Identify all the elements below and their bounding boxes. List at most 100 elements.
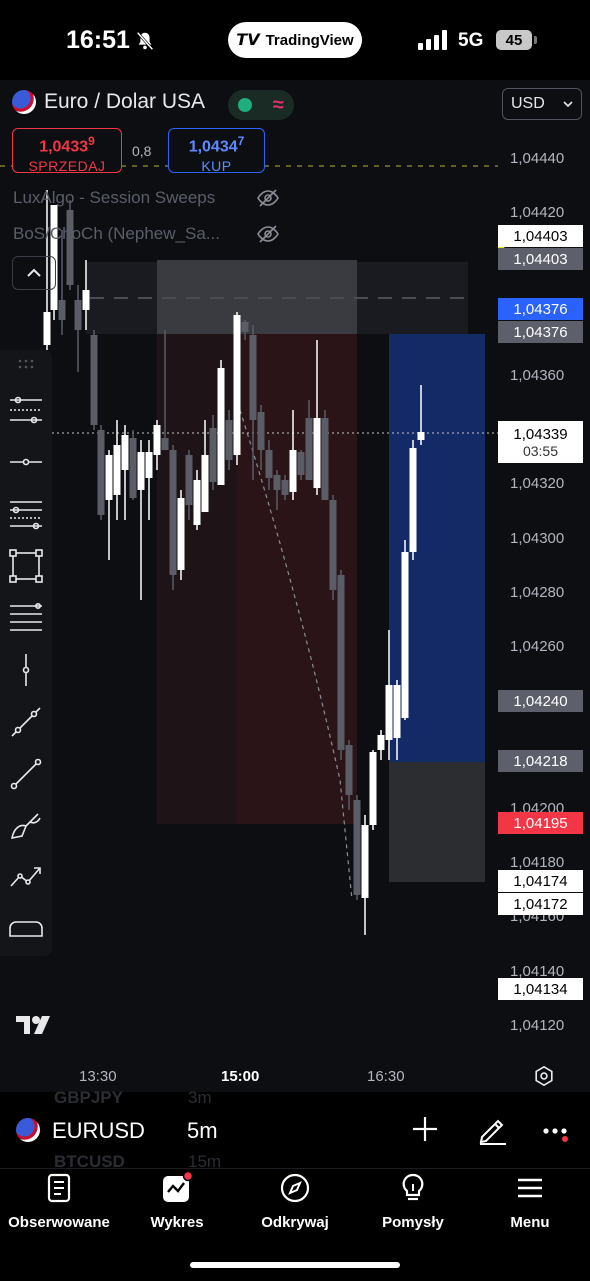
price-tag: 1,04174	[498, 870, 583, 892]
buy-stop-zone	[389, 762, 485, 882]
ray-icon[interactable]	[8, 704, 44, 740]
price-tag: 1,04403	[498, 225, 583, 247]
tradingview-pill[interactable]: 𝙏𝙑 TradingView	[228, 22, 362, 58]
candle-body	[169, 450, 177, 575]
candle-body	[177, 498, 185, 570]
time-label: 15:00	[221, 1068, 260, 1085]
price-tag: 1,04403	[498, 248, 583, 270]
candle-body	[289, 450, 297, 492]
nav-menu[interactable]: Menu	[494, 1172, 566, 1231]
eye-hidden-icon[interactable]	[256, 186, 280, 210]
collapse-legend-button[interactable]	[12, 256, 56, 290]
market-open-dot-icon	[238, 98, 253, 112]
candle-body	[401, 552, 409, 718]
vertical-line-icon[interactable]	[8, 652, 44, 688]
cell-signal-icon	[418, 30, 447, 50]
candle-body	[137, 452, 145, 490]
price-chart[interactable]	[0, 80, 590, 1092]
app-pill-label: TradingView	[265, 31, 354, 49]
price-label: 1,04420	[510, 204, 565, 221]
nav-discover[interactable]: Odkrywaj	[250, 1172, 340, 1231]
indicator-bos-choch[interactable]: BoS/ChoCh (Nephew_Sa...	[13, 224, 220, 243]
drag-handle-icon[interactable]	[8, 356, 44, 372]
candle-body	[369, 752, 377, 825]
price-label: 1,04360	[510, 367, 565, 384]
symbol-header[interactable]: Euro / Dolar USA	[12, 90, 205, 114]
candle-body	[305, 418, 313, 480]
candle-body	[209, 428, 217, 482]
candle-body	[321, 418, 329, 500]
wave-icon: ≈	[272, 94, 284, 116]
network-type: 5G	[458, 30, 484, 51]
price-tag: 1,04172	[498, 893, 583, 915]
home-indicator	[190, 1262, 400, 1268]
interval-selector[interactable]: 5m	[187, 1118, 218, 1143]
nav-ideas[interactable]: Pomysły	[372, 1172, 454, 1231]
candle-body	[113, 445, 121, 495]
symbol-selector[interactable]: EURUSD	[52, 1118, 145, 1143]
indicator-session-sweeps[interactable]: LuxAlgo - Session Sweeps	[13, 188, 216, 207]
candle-body	[353, 800, 361, 895]
price-label: 1,04260	[510, 638, 565, 655]
price-tag-red: 1,04195	[498, 812, 583, 834]
sell-label: SPRZEDAJ	[28, 158, 106, 175]
brush-icon[interactable]	[8, 808, 44, 844]
time-label: 16:30	[367, 1068, 405, 1085]
candle-body	[265, 450, 273, 478]
parallel-channel-icon[interactable]	[8, 600, 44, 636]
nav-label: Menu	[510, 1214, 550, 1231]
sell-zone-right	[237, 334, 357, 824]
price-label: 1,04300	[510, 530, 565, 547]
candle-body	[201, 455, 209, 512]
candle-body	[409, 448, 417, 552]
next-symbol[interactable]: BTCUSD	[54, 1152, 125, 1171]
prev-symbol[interactable]: GBPJPY	[54, 1088, 123, 1107]
drawing-pen-icon[interactable]	[476, 1113, 508, 1145]
trend-line-icon[interactable]	[8, 756, 44, 792]
bell-muted-icon	[136, 31, 154, 51]
price-tag: 1,04376	[498, 321, 583, 343]
buy-price-pip: 7	[237, 134, 245, 148]
chart-settings-icon[interactable]	[533, 1065, 555, 1087]
price-tag: 1,04218	[498, 750, 583, 772]
prev-interval[interactable]: 3m	[188, 1088, 212, 1107]
drawing-toolbar	[0, 350, 52, 956]
candle-body	[257, 412, 265, 450]
currency-select[interactable]: USD	[502, 88, 582, 120]
nav-chart[interactable]: Wykres	[136, 1170, 218, 1231]
eye-hidden-icon[interactable]	[256, 222, 280, 246]
price-label: 1,04280	[510, 584, 565, 601]
sell-button[interactable]: 1,04339 SPRZEDAJ	[12, 128, 122, 175]
candle-body	[313, 418, 321, 488]
horizontal-line-icon[interactable]	[8, 444, 44, 480]
candle-body	[66, 210, 74, 285]
nav-watchlist[interactable]: Obserwowane	[6, 1172, 112, 1231]
candle-body	[185, 455, 193, 505]
add-icon[interactable]	[410, 1114, 440, 1144]
more-options-icon[interactable]	[542, 1122, 572, 1142]
candle-body	[345, 745, 353, 795]
next-interval[interactable]: 15m	[188, 1152, 222, 1171]
eu-us-flag-icon	[16, 1118, 40, 1142]
chart-area[interactable]	[0, 80, 590, 1092]
candle-body	[393, 685, 401, 738]
fib-retracement-icon[interactable]	[8, 496, 44, 532]
trend-lines-icon[interactable]	[8, 392, 44, 428]
candle-body	[377, 735, 385, 750]
path-icon[interactable]	[8, 860, 44, 896]
buy-button[interactable]: 1,04347 KUP	[168, 128, 265, 174]
candle-body	[105, 455, 113, 500]
candle-body	[74, 300, 82, 330]
candle-body	[297, 452, 305, 475]
candle-body	[193, 480, 201, 525]
last-price: 1,04339	[513, 425, 568, 443]
candle-body	[161, 438, 169, 450]
rectangle-icon[interactable]	[8, 548, 44, 584]
candle-body	[417, 432, 425, 440]
market-status-pill[interactable]: ≈	[228, 90, 294, 120]
time-label: 13:30	[79, 1068, 117, 1085]
candle-body	[385, 685, 393, 740]
candle-body	[225, 420, 233, 460]
shapes-icon[interactable]	[8, 912, 44, 948]
watchlist-icon	[47, 1173, 71, 1203]
